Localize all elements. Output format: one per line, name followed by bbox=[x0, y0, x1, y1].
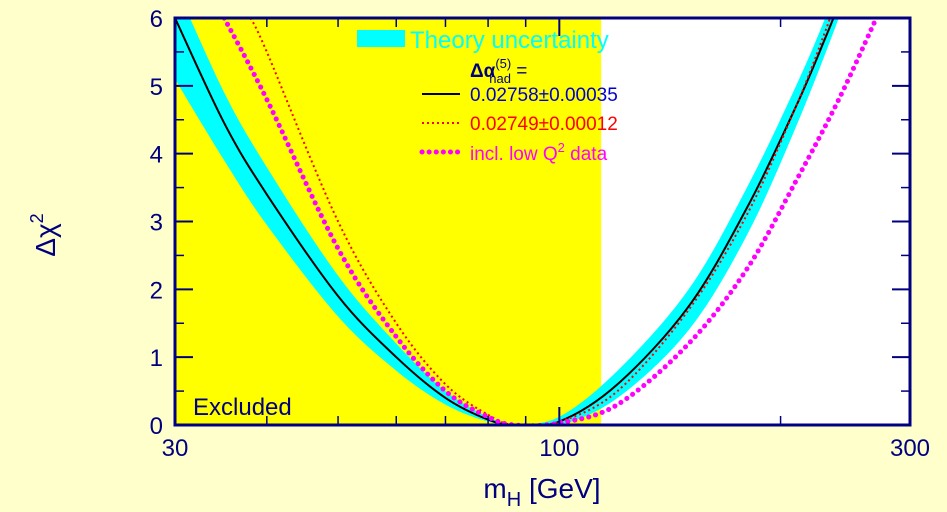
y-tick-label: 4 bbox=[150, 142, 163, 169]
y-axis-label-sup: 2 bbox=[27, 213, 47, 223]
y-tick-label: 5 bbox=[150, 74, 163, 101]
theory-uncertainty-band bbox=[175, 18, 839, 425]
legend-header-sub: had bbox=[489, 71, 511, 86]
series-line-1 bbox=[175, 18, 835, 425]
legend-header-main: Δα bbox=[470, 61, 496, 82]
legend: Theory uncertainty Δα(5) had = 0.02758±0.… bbox=[357, 27, 618, 165]
x-axis-label-sub: H bbox=[507, 489, 521, 507]
x-axis-label-main: m bbox=[483, 473, 506, 504]
plot-layer bbox=[175, 18, 879, 425]
y-axis-label-main: Δχ bbox=[30, 223, 61, 257]
legend-label-series-3: incl. low Q2 data bbox=[470, 140, 608, 165]
legend-header: Δα(5) had = bbox=[470, 56, 527, 86]
y-tick-label: 0 bbox=[150, 413, 163, 440]
y-tick-label: 6 bbox=[150, 6, 163, 33]
legend-label-series-3-sup: 2 bbox=[558, 140, 565, 155]
y-tick-label: 2 bbox=[150, 277, 163, 304]
legend-header-tail: = bbox=[511, 61, 527, 82]
legend-band-label: Theory uncertainty bbox=[410, 27, 609, 54]
legend-label-series-2: 0.02749±0.00012 bbox=[470, 114, 618, 135]
legend-label-series-3-tail: data bbox=[565, 144, 608, 165]
y-axis-label: Δχ2 bbox=[27, 213, 61, 256]
legend-label-series-3-main: incl. low Q bbox=[470, 144, 558, 165]
excluded-label: Excluded bbox=[193, 394, 292, 421]
series-line-2 bbox=[249, 18, 832, 425]
y-tick-label: 3 bbox=[150, 210, 163, 237]
series-line-3 bbox=[221, 18, 879, 425]
legend-label-series-1: 0.02758±0.00035 bbox=[470, 85, 618, 106]
series-layer bbox=[175, 18, 879, 425]
x-tick-label: 100 bbox=[539, 435, 579, 462]
ticks-layer: 0 1 2 3 4 5 6 30 100 300 bbox=[150, 6, 930, 462]
x-tick-label: 300 bbox=[890, 435, 930, 462]
x-axis-label: mH [GeV] bbox=[483, 473, 600, 507]
y-tick-label: 1 bbox=[150, 345, 163, 372]
x-tick-label: 30 bbox=[162, 435, 189, 462]
x-axis-label-rest: [GeV] bbox=[521, 473, 600, 504]
legend-header-sup: (5) bbox=[495, 56, 511, 71]
excluded-region bbox=[175, 18, 602, 425]
legend-band-swatch bbox=[357, 30, 405, 47]
